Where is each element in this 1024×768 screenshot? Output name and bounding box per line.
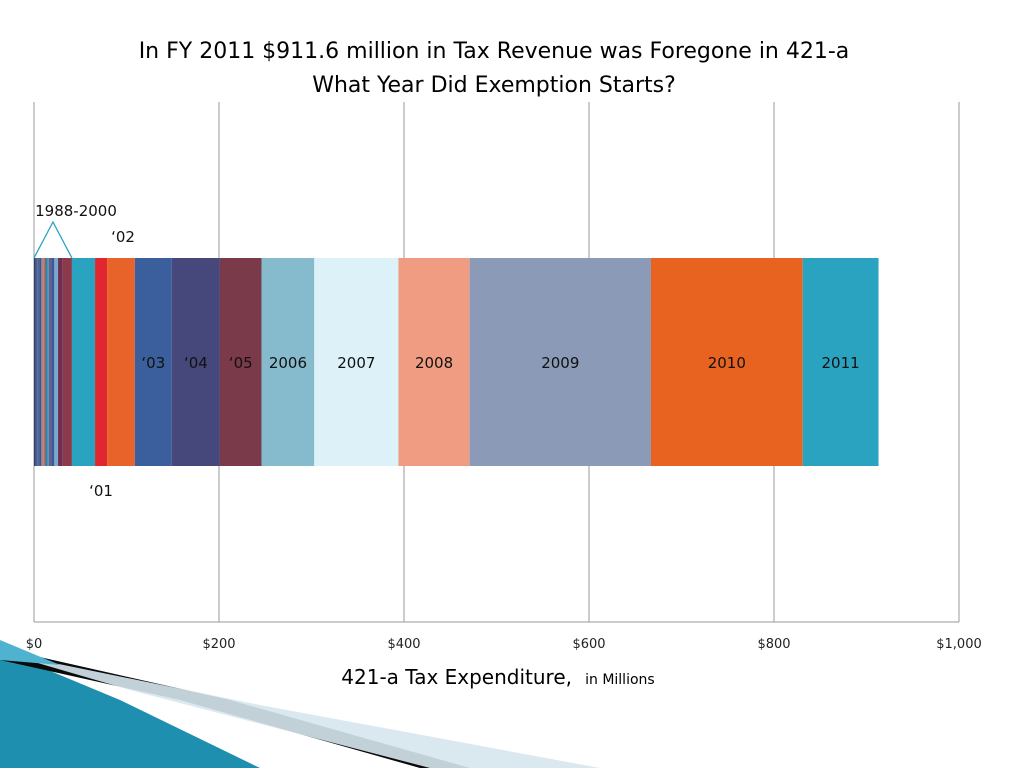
chart-title-line1: In FY 2011 $911.6 million in Tax Revenue…	[139, 39, 850, 64]
bar-segment-2010	[650, 258, 803, 466]
x-tick-label-3: $600	[572, 637, 605, 652]
segment-label-2010: 2010	[708, 354, 746, 372]
segment-label-2011: 2011	[822, 354, 860, 372]
bar-segment-1997	[51, 258, 55, 466]
annotation-01: ‘01	[89, 482, 113, 500]
segment-label-2003: ‘03	[141, 354, 165, 372]
segment-label-2004: ‘04	[184, 354, 208, 372]
x-axis-label-main: 421-a Tax Expenditure,	[341, 665, 572, 689]
bar-segment-2003	[134, 258, 172, 466]
bar-segment-2009	[469, 258, 651, 466]
segment-label-2005: ‘05	[229, 354, 253, 372]
bar-segment-1992	[41, 258, 44, 466]
bar-segment-1990	[37, 258, 40, 466]
bar-segment-1995	[46, 258, 49, 466]
bar-segment-2000	[62, 258, 72, 466]
bar-segment-2011	[802, 258, 879, 466]
bar-segment-2005	[219, 258, 262, 466]
bar-segment-2001	[71, 258, 96, 466]
bar-segment-1996	[48, 258, 52, 466]
segment-label-2009: 2009	[541, 354, 579, 372]
decorative-swoosh	[0, 640, 600, 768]
bar-segment-1989	[35, 258, 38, 466]
segment-label-2007: 2007	[337, 354, 375, 372]
segment-label-2006: 2006	[269, 354, 307, 372]
bar-segments	[34, 258, 879, 466]
bar-segment-2004	[171, 258, 220, 466]
annotation-1988-2000: 1988-2000	[35, 202, 117, 220]
x-tick-label-4: $800	[757, 637, 790, 652]
x-axis-label: 421-a Tax Expenditure, in Millions	[341, 665, 654, 689]
x-tick-label-5: $1,000	[936, 637, 982, 652]
bar-segment-2002b	[107, 258, 135, 466]
bar-segment-1994	[45, 258, 47, 466]
annotation-02: ‘02	[111, 228, 135, 246]
bar-segment-1991	[39, 258, 42, 466]
chart-title-line2: What Year Did Exemption Starts?	[312, 73, 676, 98]
x-tick-label-0: $0	[26, 637, 43, 652]
bar-segment-2008	[398, 258, 470, 466]
segment-labels: ‘03 ‘04 ‘05 2006 2007 2008 2009 2010 2011	[141, 354, 859, 372]
x-axis-label-unit: in Millions	[585, 672, 655, 688]
annotation-bracket	[33, 220, 73, 259]
bar-segment-1998	[54, 258, 59, 466]
x-tick-label-1: $200	[202, 637, 235, 652]
bar-segment-1999	[58, 258, 63, 466]
bar-segment-2007	[314, 258, 399, 466]
bar-segment-1988	[34, 258, 36, 466]
segment-label-2008: 2008	[415, 354, 453, 372]
x-tick-label-2: $400	[387, 637, 420, 652]
bar-segment-2002	[95, 258, 108, 466]
bar-segment-1993	[43, 258, 46, 466]
x-axis-ticks: $0 $200 $400 $600 $800 $1,000	[26, 637, 982, 652]
bar-segment-2006	[261, 258, 315, 466]
